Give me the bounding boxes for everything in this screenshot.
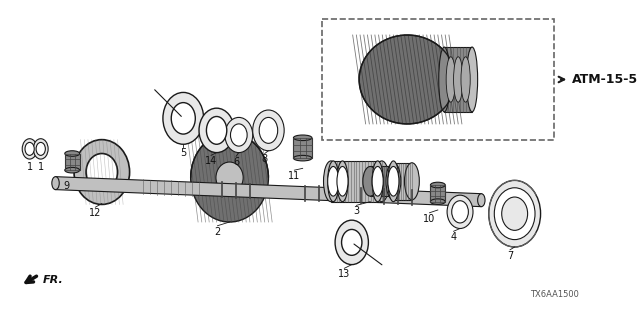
Text: 14: 14 — [205, 156, 217, 166]
Ellipse shape — [253, 110, 284, 151]
Ellipse shape — [446, 57, 456, 102]
Ellipse shape — [230, 124, 247, 146]
FancyBboxPatch shape — [394, 163, 412, 200]
Ellipse shape — [33, 139, 48, 159]
Ellipse shape — [335, 220, 369, 265]
Polygon shape — [56, 177, 481, 207]
Bar — [293, 138, 312, 158]
Ellipse shape — [337, 161, 348, 202]
Ellipse shape — [447, 195, 473, 228]
Text: 9: 9 — [63, 181, 70, 191]
Ellipse shape — [328, 161, 339, 202]
Ellipse shape — [337, 166, 348, 196]
Text: 10: 10 — [424, 214, 436, 224]
FancyBboxPatch shape — [444, 47, 472, 112]
Ellipse shape — [372, 166, 383, 196]
Ellipse shape — [22, 139, 37, 159]
Text: ATM-15-5: ATM-15-5 — [572, 73, 638, 86]
Ellipse shape — [388, 161, 399, 202]
Ellipse shape — [374, 161, 389, 202]
Text: 2: 2 — [214, 227, 221, 237]
Text: 7: 7 — [507, 251, 513, 261]
Bar — [431, 185, 445, 202]
Ellipse shape — [74, 140, 129, 204]
Bar — [322, 19, 554, 140]
Bar — [65, 154, 79, 170]
Ellipse shape — [52, 177, 60, 190]
Ellipse shape — [404, 163, 419, 200]
Ellipse shape — [363, 166, 378, 196]
Ellipse shape — [467, 47, 477, 112]
Text: 8: 8 — [262, 155, 268, 164]
Ellipse shape — [36, 142, 45, 156]
Text: 6: 6 — [233, 157, 239, 167]
Ellipse shape — [293, 156, 312, 161]
Ellipse shape — [388, 166, 399, 196]
Ellipse shape — [431, 199, 445, 204]
Ellipse shape — [342, 229, 362, 255]
Text: 4: 4 — [451, 232, 456, 242]
Ellipse shape — [328, 166, 339, 196]
Ellipse shape — [65, 151, 79, 156]
Text: 11: 11 — [288, 171, 301, 181]
Ellipse shape — [452, 201, 468, 223]
Ellipse shape — [216, 162, 243, 193]
Ellipse shape — [477, 194, 485, 207]
Text: 3: 3 — [353, 206, 360, 216]
FancyBboxPatch shape — [371, 166, 398, 196]
Ellipse shape — [439, 47, 450, 112]
Ellipse shape — [207, 116, 227, 144]
FancyBboxPatch shape — [331, 161, 382, 202]
Ellipse shape — [323, 161, 339, 202]
Ellipse shape — [502, 197, 527, 230]
Ellipse shape — [225, 117, 253, 153]
Text: 13: 13 — [338, 269, 351, 279]
Text: FR.: FR. — [43, 275, 63, 285]
Ellipse shape — [191, 133, 268, 222]
Text: 1: 1 — [38, 162, 44, 172]
Text: 5: 5 — [180, 148, 186, 158]
Ellipse shape — [86, 154, 118, 190]
Ellipse shape — [25, 142, 35, 156]
Ellipse shape — [293, 135, 312, 140]
Ellipse shape — [489, 180, 541, 247]
Text: TX6AA1500: TX6AA1500 — [530, 290, 579, 299]
Ellipse shape — [163, 92, 204, 144]
Ellipse shape — [386, 163, 401, 200]
Ellipse shape — [199, 108, 234, 153]
Ellipse shape — [494, 188, 535, 240]
Text: 12: 12 — [89, 208, 102, 218]
Ellipse shape — [498, 192, 531, 235]
Ellipse shape — [172, 103, 195, 134]
Ellipse shape — [461, 57, 470, 102]
Ellipse shape — [259, 117, 278, 143]
Text: 1: 1 — [26, 162, 33, 172]
Ellipse shape — [372, 161, 383, 202]
Ellipse shape — [431, 182, 445, 188]
Ellipse shape — [65, 167, 79, 173]
Ellipse shape — [390, 166, 405, 196]
Ellipse shape — [454, 57, 463, 102]
Ellipse shape — [359, 35, 456, 124]
